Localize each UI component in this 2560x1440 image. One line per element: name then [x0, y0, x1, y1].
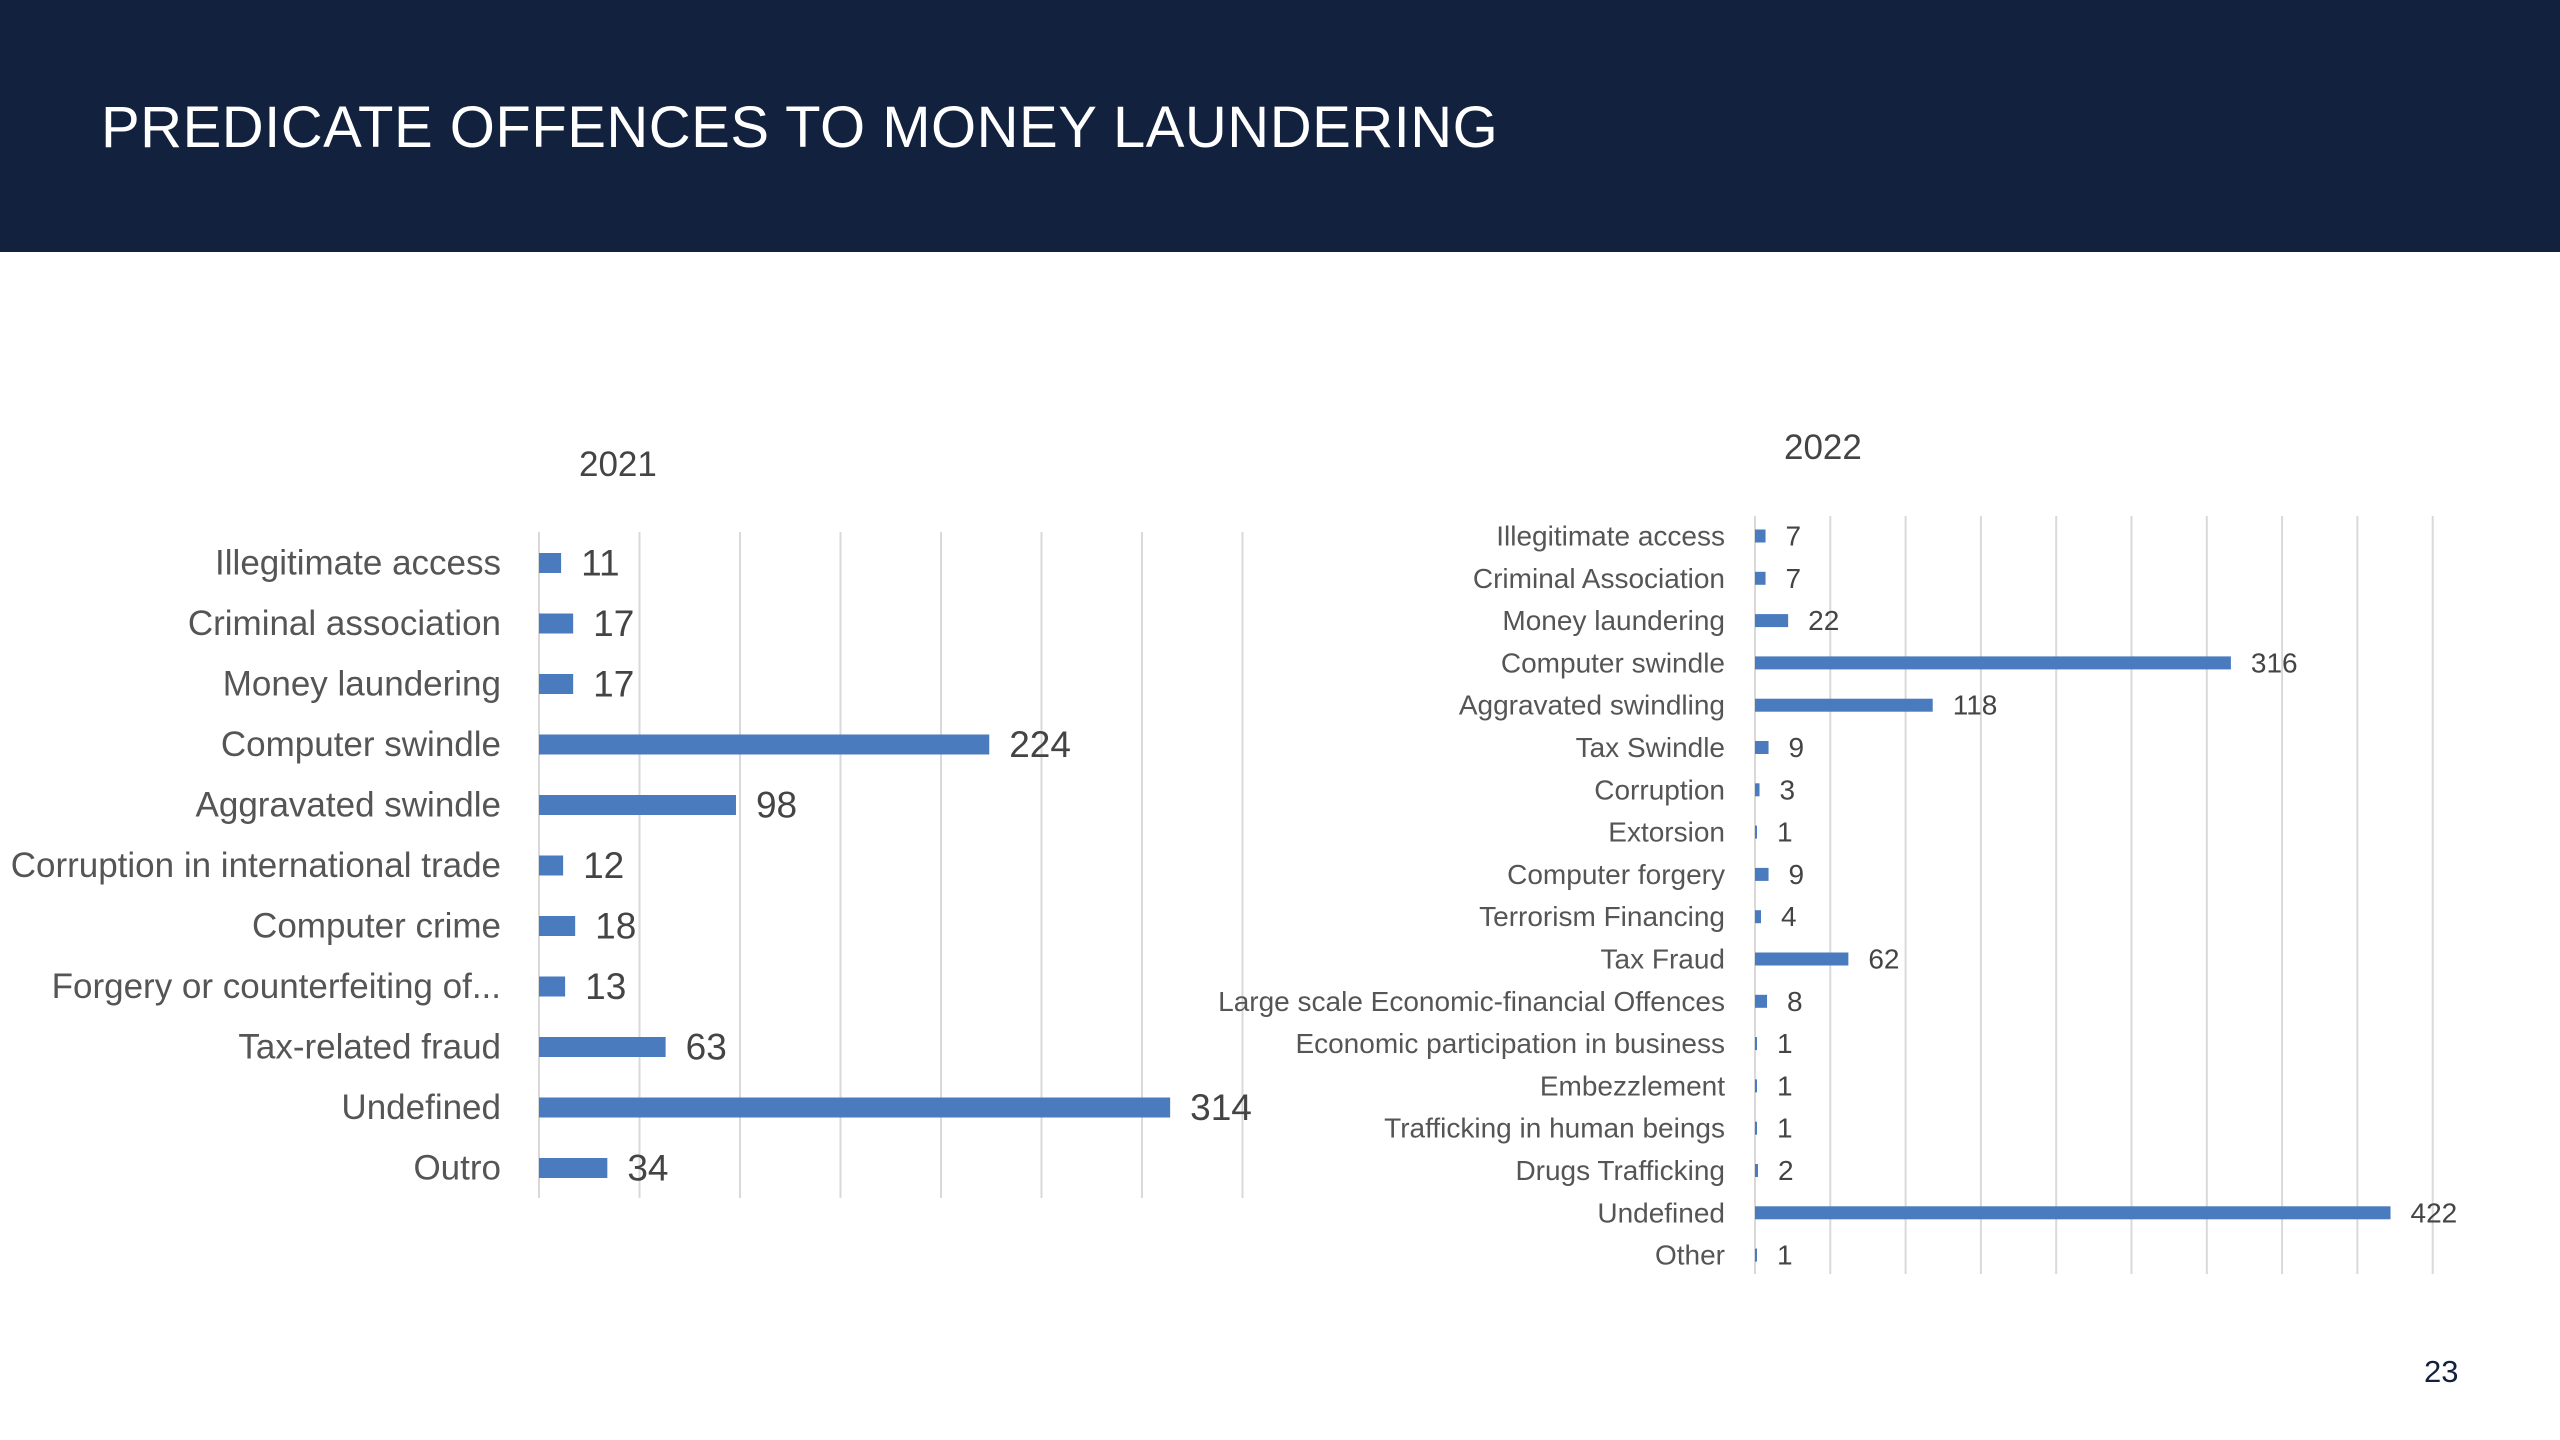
chart-2021-category-label: Undefined: [341, 1088, 501, 1127]
chart-2021-value-label: 12: [583, 845, 624, 886]
chart-2021-bar: [539, 916, 576, 936]
page-number: 23: [2424, 1354, 2459, 1389]
chart-2022-value-label: 22: [1808, 605, 1839, 636]
chart-2022-category-label: Aggravated swindling: [1459, 690, 1725, 721]
chart-2021-value-label: 17: [593, 603, 634, 644]
chart-2022-value-label: 2: [1778, 1155, 1794, 1186]
chart-2022-category-label: Drugs Trafficking: [1515, 1155, 1725, 1186]
chart-2022-title: 2022: [1784, 428, 1862, 467]
chart-2022-bar: [1755, 825, 1757, 839]
chart-2022-bar: [1755, 741, 1769, 754]
chart-2021-category-label: Aggravated swindle: [196, 786, 501, 825]
chart-2022-bar: [1755, 783, 1760, 797]
chart-2021-category-label: Computer crime: [252, 907, 501, 946]
slide-title: PREDICATE OFFENCES TO MONEY LAUNDERING: [101, 95, 1499, 160]
chart-2022-value-label: 4: [1781, 901, 1797, 932]
chart-2021-category-label: Computer swindle: [221, 725, 501, 764]
chart-2021-value-label: 18: [595, 906, 636, 947]
chart-2021-value-label: 13: [585, 966, 626, 1007]
chart-2021-category-label: Tax-related fraud: [238, 1028, 501, 1067]
chart-2021-bar: [539, 674, 574, 694]
chart-2021-category-label: Money laundering: [223, 665, 501, 704]
chart-2021-bar: [539, 1158, 608, 1178]
chart-2022-category-label: Embezzlement: [1540, 1070, 1725, 1101]
chart-2022-value-label: 1: [1777, 1240, 1793, 1271]
chart-2022-category-label: Money laundering: [1502, 605, 1725, 636]
chart-2021-value-label: 11: [581, 543, 619, 584]
chart-2022-value-label: 9: [1789, 732, 1805, 763]
chart-2021-value-label: 63: [686, 1027, 727, 1068]
chart-2022-category-label: Large scale Economic-financial Offences: [1218, 986, 1725, 1017]
chart-2022-bar: [1755, 1121, 1757, 1135]
chart-2022-bar: [1755, 1248, 1757, 1262]
chart-2021-bar: [539, 1037, 666, 1057]
chart-2021-title: 2021: [579, 445, 657, 484]
chart-2022-category-label: Tax Fraud: [1601, 944, 1726, 975]
chart-2022-value-label: 1: [1777, 817, 1793, 848]
chart-2022-value-label: 118: [1953, 690, 1998, 721]
chart-2021-bar: [539, 553, 562, 573]
chart-2022-value-label: 3: [1780, 774, 1796, 805]
chart-2021-bar: [539, 734, 990, 755]
chart-2022-bar: [1755, 867, 1769, 881]
chart-2021-value-label: 34: [627, 1148, 668, 1189]
chart-2022-value-label: 316: [2251, 647, 2298, 678]
chart-2022-value-label: 1: [1777, 1070, 1793, 1101]
chart-2021-value-label: 17: [593, 664, 634, 705]
chart-2022-bar: [1755, 994, 1768, 1008]
chart-2021-bar: [539, 1097, 1171, 1118]
chart-2021-bar: [539, 613, 574, 634]
chart-2022-category-label: Tax Swindle: [1576, 732, 1725, 763]
chart-2022-value-label: 1: [1777, 1028, 1793, 1059]
chart-2022-category-label: Other: [1655, 1240, 1725, 1271]
chart-2021-value-label: 314: [1190, 1087, 1252, 1128]
chart-2021-value-label: 98: [756, 785, 797, 826]
chart-2022-category-label: Computer forgery: [1507, 859, 1725, 890]
chart-2022-bar: [1755, 571, 1766, 585]
chart-2021-category-label: Corruption in international trade: [11, 846, 501, 885]
chart-2022-category-label: Corruption: [1594, 774, 1725, 805]
chart-2022-value-label: 1: [1777, 1113, 1793, 1144]
chart-2021: Illegitimate access 11 Criminal associatio…: [11, 532, 1252, 1198]
chart-2022-bar: [1755, 952, 1849, 966]
chart-2022-category-label: Trafficking in human beings: [1384, 1113, 1725, 1144]
chart-2021-category-label: Outro: [413, 1149, 501, 1188]
chart-2021-category-label: Illegitimate access: [215, 544, 501, 583]
chart-2022-category-label: Criminal Association: [1473, 563, 1725, 594]
chart-2022-bar: [1755, 529, 1766, 543]
chart-2022-bar: [1755, 1164, 1759, 1177]
slide-header: PREDICATE OFFENCES TO MONEY LAUNDERING: [0, 0, 2560, 252]
chart-2022-category-label: Illegitimate access: [1496, 521, 1725, 552]
chart-2021-value-label: 224: [1009, 724, 1071, 765]
chart-2022-value-label: 7: [1786, 521, 1802, 552]
chart-2022-value-label: 7: [1786, 563, 1802, 594]
chart-2022-value-label: 62: [1868, 944, 1899, 975]
chart-2022-bar: [1755, 656, 2231, 670]
chart-2021-bar: [539, 976, 566, 997]
chart-2022-category-label: Terrorism Financing: [1479, 901, 1725, 932]
chart-2022-value-label: 8: [1787, 986, 1803, 1017]
chart-2022-bar: [1755, 1079, 1757, 1093]
chart-2022-bar: [1755, 614, 1789, 628]
chart-2021-bar: [539, 795, 736, 815]
chart-2022-bar: [1755, 1206, 2391, 1220]
chart-2022-value-label: 9: [1789, 859, 1805, 890]
chart-2022-bar: [1755, 698, 1933, 712]
chart-2022-bar: [1755, 1037, 1757, 1051]
chart-2022-category-label: Undefined: [1597, 1197, 1725, 1228]
chart-2021-bar: [539, 855, 564, 876]
chart-2022-value-label: 422: [2411, 1197, 2458, 1228]
chart-2021-category-label: Criminal association: [188, 604, 501, 643]
chart-2022-category-label: Computer swindle: [1501, 647, 1725, 678]
chart-2021-category-label: Forgery or counterfeiting of...: [52, 967, 501, 1006]
chart-2022-bar: [1755, 910, 1762, 924]
chart-2022-category-label: Extorsion: [1608, 817, 1725, 848]
chart-2022-category-label: Economic participation in business: [1295, 1028, 1725, 1059]
